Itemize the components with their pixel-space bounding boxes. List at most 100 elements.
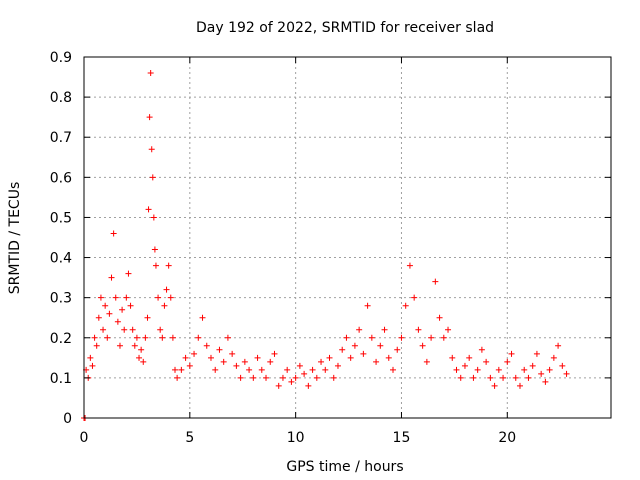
data-point xyxy=(351,342,358,349)
data-point xyxy=(131,342,138,349)
data-point xyxy=(110,230,117,237)
data-point xyxy=(136,354,143,361)
data-point xyxy=(114,318,121,325)
data-point xyxy=(313,374,320,381)
data-point xyxy=(419,342,426,349)
data-point xyxy=(161,302,168,309)
data-point xyxy=(167,294,174,301)
y-axis-label: SRMTID / TECUs xyxy=(7,182,23,295)
data-point xyxy=(148,146,155,153)
data-point xyxy=(288,378,295,385)
data-point xyxy=(546,366,553,373)
data-point xyxy=(415,326,422,333)
data-point xyxy=(106,310,113,317)
data-point xyxy=(474,366,481,373)
data-point xyxy=(529,362,536,369)
data-point xyxy=(157,326,164,333)
data-point xyxy=(347,354,354,361)
data-point xyxy=(169,334,176,341)
data-point xyxy=(432,278,439,285)
data-point xyxy=(318,358,325,365)
x-tick-label: 20 xyxy=(498,430,516,446)
data-point xyxy=(449,354,456,361)
data-point xyxy=(97,294,104,301)
data-point xyxy=(402,302,409,309)
data-point xyxy=(445,326,452,333)
data-point xyxy=(199,314,206,321)
axes: 0 5 10 15 20 0 0.1 0.2 0.3 0.4 0.5 0.6 0.7 0.8 0.9 xyxy=(50,50,612,446)
data-point xyxy=(555,342,562,349)
data-point xyxy=(100,326,107,333)
data-point xyxy=(123,294,130,301)
data-point xyxy=(163,286,170,293)
data-point xyxy=(500,374,507,381)
data-point xyxy=(428,334,435,341)
data-point xyxy=(364,302,371,309)
data-point xyxy=(483,358,490,365)
data-point xyxy=(186,362,193,369)
data-point xyxy=(216,346,223,353)
data-point xyxy=(102,302,109,309)
data-point xyxy=(550,354,557,361)
data-point xyxy=(212,366,219,373)
data-point xyxy=(339,346,346,353)
data-point xyxy=(263,374,270,381)
data-point xyxy=(508,350,515,357)
data-point xyxy=(461,362,468,369)
data-point xyxy=(411,294,418,301)
data-point xyxy=(326,354,333,361)
data-point xyxy=(254,354,261,361)
data-point xyxy=(104,334,111,341)
plot-frame xyxy=(83,56,612,419)
data-point xyxy=(138,346,145,353)
data-point xyxy=(305,382,312,389)
data-point xyxy=(385,354,392,361)
data-point xyxy=(457,374,464,381)
data-point xyxy=(343,334,350,341)
data-point xyxy=(191,350,198,357)
y-tick-label: 0.3 xyxy=(50,291,72,307)
data-point xyxy=(381,326,388,333)
data-point xyxy=(258,366,265,373)
data-point xyxy=(127,302,134,309)
data-point xyxy=(533,350,540,357)
data-point xyxy=(93,342,100,349)
data-points xyxy=(81,70,570,421)
data-point xyxy=(563,370,570,377)
data-point xyxy=(155,294,162,301)
y-tick-label: 0.6 xyxy=(50,170,72,186)
data-point xyxy=(525,374,532,381)
data-point xyxy=(149,174,156,181)
data-point xyxy=(145,206,152,213)
data-point xyxy=(112,294,119,301)
data-point xyxy=(182,354,189,361)
data-point xyxy=(237,374,244,381)
data-point xyxy=(129,326,136,333)
grid xyxy=(84,57,611,418)
data-point xyxy=(296,362,303,369)
y-tick-label: 0.8 xyxy=(50,90,72,106)
data-point xyxy=(390,366,397,373)
data-point xyxy=(356,326,363,333)
x-tick-label: 5 xyxy=(185,430,194,446)
data-point xyxy=(95,314,102,321)
data-point xyxy=(334,362,341,369)
data-point xyxy=(119,306,126,313)
data-point xyxy=(466,354,473,361)
data-point xyxy=(224,334,231,341)
data-point xyxy=(89,362,96,369)
data-point xyxy=(330,374,337,381)
data-point xyxy=(538,370,545,377)
y-tick-label: 0.2 xyxy=(50,331,72,347)
data-point xyxy=(504,358,511,365)
data-point xyxy=(172,366,179,373)
data-point xyxy=(146,114,153,121)
data-point xyxy=(246,366,253,373)
data-point xyxy=(142,334,149,341)
data-point xyxy=(309,366,316,373)
data-point xyxy=(322,366,329,373)
data-point xyxy=(152,262,159,269)
data-point xyxy=(377,342,384,349)
data-point xyxy=(373,358,380,365)
chart-title: Day 192 of 2022, SRMTID for receiver sla… xyxy=(196,20,494,36)
